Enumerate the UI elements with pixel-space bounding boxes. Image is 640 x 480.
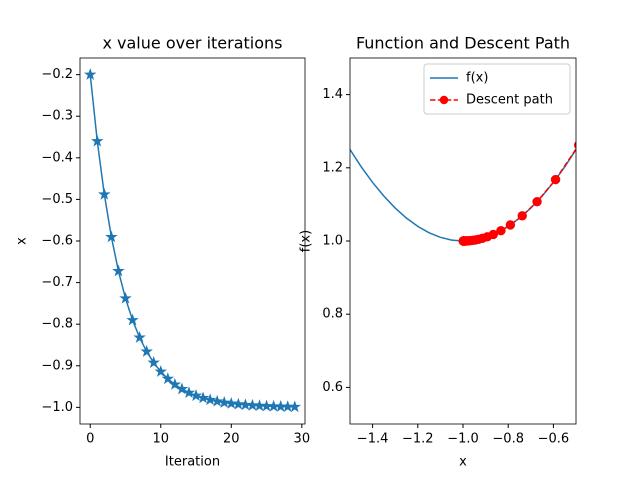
point-marker [505, 220, 516, 230]
y-tick-label: 1.0 [322, 234, 343, 249]
point-marker [182, 386, 196, 399]
point-marker [232, 397, 245, 410]
x-tick-label: 30 [294, 432, 311, 447]
series-line [89, 74, 295, 408]
y-tick-label: −0.2 [41, 67, 73, 82]
point-marker [288, 400, 301, 413]
x-tick-label: 0 [86, 432, 94, 447]
x-tick-label: −1.2 [402, 432, 434, 447]
point-marker [603, 87, 611, 95]
y-tick-label: −0.5 [41, 192, 73, 207]
point-marker [496, 226, 506, 236]
point-marker [154, 365, 167, 377]
chart-title: x value over iterations [102, 34, 282, 53]
y-tick-label: −0.8 [41, 317, 73, 332]
x-axis-label: Iteration [165, 455, 220, 470]
x-tick-label: −1.4 [357, 432, 389, 447]
y-tick-label: −0.7 [41, 275, 73, 290]
x-axis-label: x [459, 455, 467, 470]
point-marker [550, 174, 561, 185]
point-marker [203, 393, 217, 406]
point-marker [458, 236, 468, 246]
y-tick-label: 0.8 [322, 307, 343, 322]
point-marker [147, 356, 160, 368]
x-tick-label: 10 [152, 432, 169, 447]
axes-frame [79, 57, 306, 425]
point-marker [532, 196, 542, 207]
legend-box [423, 63, 571, 115]
point-marker [126, 313, 139, 326]
axes-frame [349, 57, 577, 425]
point-marker [196, 391, 210, 404]
x-tick-label: −1.0 [447, 432, 479, 447]
legend-label: Descent path [466, 93, 553, 108]
point-marker [168, 377, 182, 390]
point-marker [98, 187, 111, 200]
chart-title: Function and Descent Path [356, 34, 570, 53]
point-marker [84, 68, 97, 80]
y-tick-label: 0.6 [322, 380, 343, 395]
y-axis-label: f(x) [299, 230, 314, 252]
y-tick-label: −0.3 [41, 109, 73, 124]
point-marker [517, 211, 527, 221]
y-tick-label: −0.9 [41, 358, 73, 373]
point-marker [112, 264, 125, 277]
point-marker [105, 230, 118, 243]
x-tick-label: −0.8 [492, 432, 524, 447]
point-marker [140, 345, 153, 357]
y-tick-label: 1.4 [322, 87, 343, 102]
plot-area [84, 68, 301, 413]
point-marker [175, 382, 189, 395]
point-marker [218, 396, 231, 408]
legend-label: f(x) [466, 71, 488, 86]
point-marker [225, 397, 238, 409]
point-marker [91, 134, 104, 147]
x-tick-label: −0.6 [538, 432, 570, 447]
y-axis-label: x [15, 237, 30, 245]
y-tick-label: −0.4 [41, 150, 73, 165]
x-tick-label: 20 [223, 432, 240, 447]
point-marker [161, 372, 175, 385]
point-marker [133, 331, 146, 343]
point-marker [210, 394, 224, 407]
plot-area [350, 87, 611, 246]
legend-marker [439, 95, 449, 105]
point-marker [119, 291, 132, 304]
y-tick-label: 1.2 [322, 160, 343, 175]
y-tick-label: −0.6 [41, 234, 73, 249]
point-marker [189, 389, 203, 401]
y-tick-label: −1.0 [41, 400, 73, 415]
